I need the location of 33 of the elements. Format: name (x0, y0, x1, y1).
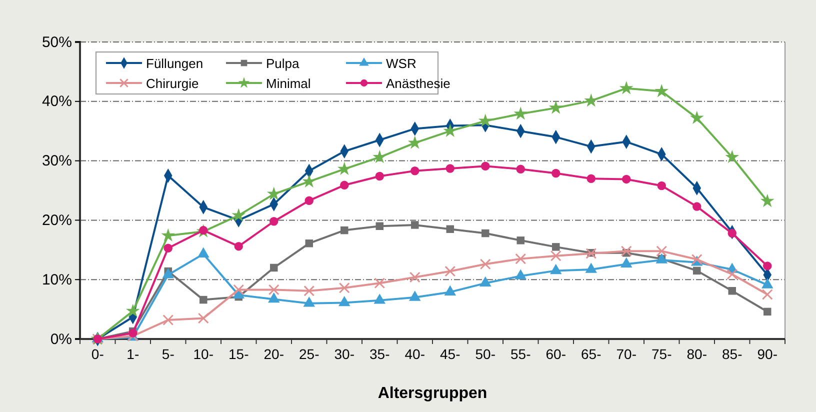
x-tick-label: 60- (546, 346, 566, 362)
x-tick-label: 85- (722, 346, 743, 362)
legend-label: Chirurgie (146, 76, 199, 91)
x-tick-label: 75- (652, 346, 672, 362)
x-tick-label: 35- (370, 346, 390, 362)
x-tick-label: 10- (193, 346, 214, 362)
legend-label: Anästhesie (386, 76, 450, 91)
x-tick-label: 40- (404, 346, 426, 362)
legend-label: Pulpa (266, 56, 300, 71)
x-tick-label: 1- (126, 346, 140, 362)
x-axis-title: Altersgruppen (378, 385, 488, 402)
x-tick-label: 45- (440, 346, 461, 362)
y-tick-label: 40% (42, 93, 72, 110)
legend-label: WSR (386, 56, 416, 71)
x-tick-label: 70- (616, 346, 637, 362)
y-tick-label: 20% (42, 212, 72, 229)
x-tick-label: 65- (581, 346, 602, 362)
x-tick-label: 25- (299, 346, 320, 362)
x-tick-label: 80- (686, 346, 708, 362)
x-tick-label: 55- (510, 346, 532, 362)
x-tick-label: 5- (162, 346, 175, 362)
y-tick-label: 50% (42, 34, 72, 51)
x-tick-label: 90- (757, 346, 778, 362)
y-tick-label: 30% (42, 152, 72, 170)
x-tick-label: 30- (334, 346, 355, 362)
y-tick-label: 10% (42, 271, 72, 288)
legend-label: Füllungen (146, 56, 204, 71)
legend-label: Minimal (266, 76, 311, 91)
x-tick-label: 50- (475, 346, 496, 362)
y-tick-label: 0% (50, 330, 72, 348)
x-tick-label: 20- (264, 346, 284, 362)
x-tick-label: 0- (91, 346, 104, 362)
x-tick-label: 15- (228, 346, 250, 362)
